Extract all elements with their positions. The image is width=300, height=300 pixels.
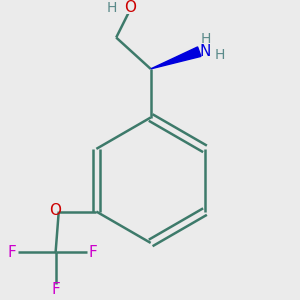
Text: H: H xyxy=(200,32,211,46)
Text: N: N xyxy=(200,44,211,59)
Text: F: F xyxy=(8,245,17,260)
Text: H: H xyxy=(214,48,225,62)
Text: F: F xyxy=(51,283,60,298)
Text: O: O xyxy=(124,0,136,15)
Text: O: O xyxy=(49,202,61,217)
Polygon shape xyxy=(151,47,201,69)
Text: F: F xyxy=(88,245,97,260)
Text: H: H xyxy=(106,1,117,15)
